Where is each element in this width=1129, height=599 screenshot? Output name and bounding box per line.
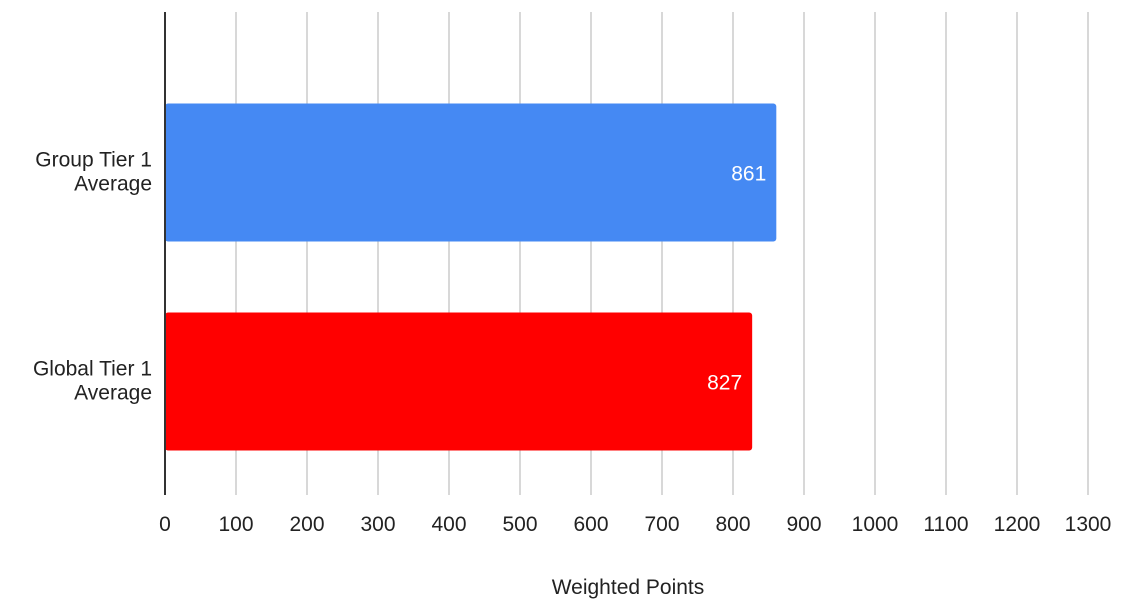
y-category-label: Global Tier 1 Average	[33, 358, 152, 405]
x-tick-label: 0	[159, 513, 171, 536]
gridlines	[235, 12, 1089, 495]
x-tick-label: 900	[786, 513, 821, 536]
x-tick-label: 600	[573, 513, 608, 536]
x-tick-label: 300	[360, 513, 395, 536]
bar-data-label: 861	[731, 163, 766, 186]
bar-data-label: 827	[707, 372, 742, 395]
x-tick-label: 100	[218, 513, 253, 536]
x-tick-label: 1000	[852, 513, 899, 536]
x-tick-label: 500	[502, 513, 537, 536]
bar	[165, 103, 777, 242]
x-tick-label: 1100	[923, 513, 968, 536]
x-tick-label: 1300	[1065, 513, 1112, 536]
axes: 0 100 200 300 400 500 600 700 800 900 1000 1100 1200…	[33, 12, 1111, 536]
x-tick-label: 200	[289, 513, 324, 536]
x-axis-title: Weighted Points	[552, 576, 705, 599]
y-category-label: Group Tier 1 Average	[35, 149, 152, 196]
data-labels: 861 827	[707, 163, 766, 395]
x-tick-label: 400	[431, 513, 466, 536]
bars	[165, 103, 777, 451]
bar	[165, 312, 753, 451]
x-tick-label: 700	[644, 513, 679, 536]
x-tick-label: 800	[715, 513, 750, 536]
x-tick-label: 1200	[994, 513, 1041, 536]
